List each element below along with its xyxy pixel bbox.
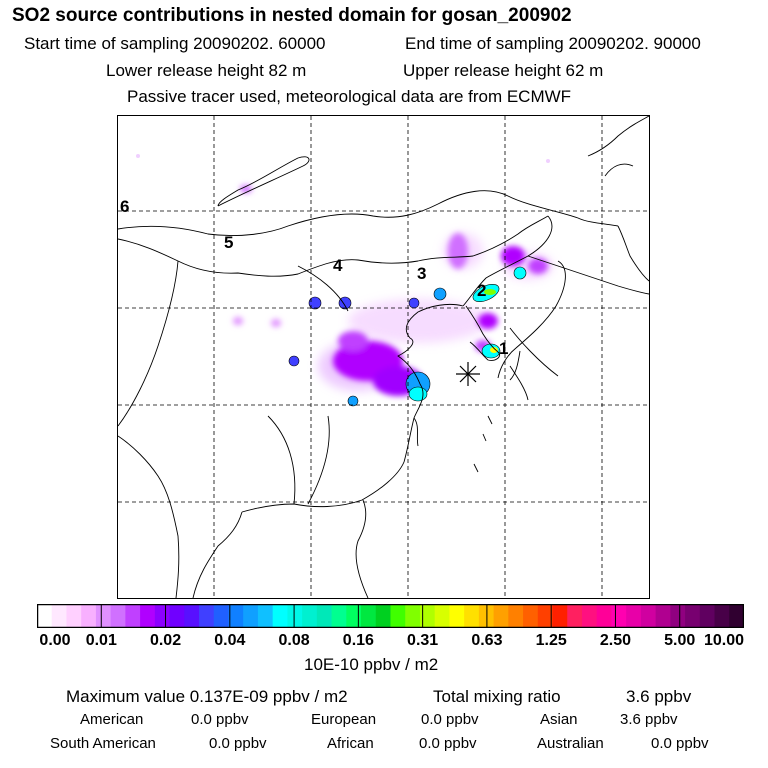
colorbar-tick-label: 0.01 <box>85 632 117 649</box>
colorbar-tick-label: 0.04 <box>214 632 246 649</box>
colorbar-swatch <box>611 604 627 628</box>
colorbar-swatch <box>184 604 200 628</box>
colorbar-swatch <box>95 604 112 628</box>
region-value-american: 0.0 ppbv <box>191 711 249 728</box>
colorbar-swatch <box>685 604 701 628</box>
total-mixing-value: 3.6 ppbv <box>626 687 692 706</box>
colorbar-swatch <box>331 604 347 628</box>
colorbar-swatch <box>596 604 612 628</box>
colorbar-tick-label: 2.50 <box>599 632 632 649</box>
colorbar-swatch <box>537 604 554 628</box>
colorbar-swatch <box>523 604 539 628</box>
colorbar-swatch <box>714 604 730 628</box>
colorbar-swatch <box>581 604 598 628</box>
lat-lon-grid <box>118 116 649 598</box>
tracer-note: Passive tracer used, meteorological data… <box>127 87 572 106</box>
colorbar-swatch <box>37 604 53 628</box>
colorbar-tick-label: 0.63 <box>471 632 503 649</box>
colorbar-border <box>37 604 744 628</box>
region-label-4: 4 <box>333 256 343 275</box>
colorbar-tick-label: 1.25 <box>535 632 567 649</box>
colorbar-swatch <box>243 604 259 628</box>
map-svg: 1 2 3 4 5 6 <box>118 116 649 598</box>
region-name-african: African <box>327 735 374 752</box>
colorbar-swatch <box>361 604 377 628</box>
colorbar-swatch <box>493 604 509 628</box>
colorbar-swatch <box>552 604 568 628</box>
region-name-european: European <box>311 711 377 728</box>
colorbar-tick-label: 0.08 <box>278 632 310 649</box>
region-value-asian: 3.6 ppbv <box>620 711 678 728</box>
colorbar-swatch <box>213 604 229 628</box>
colorbar-tick-label: 10.00 <box>703 632 745 649</box>
colorbar-swatch <box>169 604 185 628</box>
lower-release-label: Lower release height 82 m <box>106 61 307 80</box>
colorbar-swatch <box>640 604 657 628</box>
colorbar-swatch <box>729 604 744 628</box>
region-label-5: 5 <box>224 233 233 252</box>
region-value-african: 0.0 ppbv <box>419 735 477 752</box>
max-value-label: Maximum value 0.137E-09 ppbv / m2 <box>66 687 348 706</box>
colorbar-swatch <box>316 604 333 628</box>
colorbar-swatch <box>626 604 642 628</box>
colorbar-swatch <box>125 604 141 628</box>
region-value-european: 0.0 ppbv <box>421 711 479 728</box>
colorbar-tick-label: 0.16 <box>342 632 374 649</box>
region-label-2: 2 <box>477 281 486 300</box>
colorbar-tick-label: 0.31 <box>407 632 439 649</box>
concentration-plume <box>136 154 553 407</box>
colorbar-swatch <box>375 604 391 628</box>
start-time-label: Start time of sampling 20090202. 60000 <box>24 34 326 53</box>
colorbar-swatch <box>140 604 156 628</box>
colorbar-tick-label: 0.00 <box>39 632 71 649</box>
colorbar-swatch <box>287 604 303 628</box>
colorbar-swatch <box>390 604 406 628</box>
upper-release-label: Upper release height 62 m <box>403 61 604 80</box>
colorbar-swatch <box>110 604 126 628</box>
colorbar-tick-label: 5.00 <box>664 632 696 649</box>
colorbar-swatch <box>508 604 524 628</box>
region-label-6: 6 <box>120 197 129 216</box>
total-mixing-label: Total mixing ratio <box>433 687 561 706</box>
colorbar-swatch <box>405 604 421 628</box>
colorbar-swatch <box>670 604 686 628</box>
region-label-1: 1 <box>499 339 508 358</box>
colorbar-swatch <box>228 604 244 628</box>
colorbar-tick-label: 0.02 <box>149 632 182 649</box>
colorbar-swatch <box>51 604 67 628</box>
colorbar-swatch <box>81 604 97 628</box>
colorbar-swatch <box>655 604 671 628</box>
colorbar-swatch <box>257 604 274 628</box>
region-value-australian: 0.0 ppbv <box>651 735 709 752</box>
colorbar-swatch <box>346 604 362 628</box>
region-name-american: American <box>80 711 144 728</box>
colorbar-swatch <box>302 604 318 628</box>
colorbar-swatch <box>199 604 215 628</box>
end-time-label: End time of sampling 20090202. 90000 <box>405 34 701 53</box>
plot-title: SO2 source contributions in nested domai… <box>12 5 572 26</box>
colorbar <box>37 604 744 628</box>
colorbar-swatch <box>464 604 480 628</box>
colorbar-swatch <box>154 604 171 628</box>
coastlines <box>118 116 649 598</box>
colorbar-swatch <box>449 604 465 628</box>
colorbar-unit-label: 10E-10 ppbv / m2 <box>304 655 439 674</box>
region-label-3: 3 <box>417 264 426 283</box>
colorbar-swatch <box>66 604 82 628</box>
colorbar-swatch <box>699 604 716 628</box>
region-name-australian: Australian <box>537 735 604 752</box>
region-name-south-american: South American <box>50 735 156 752</box>
colorbar-swatch <box>434 604 450 628</box>
colorbar-swatch <box>419 604 436 628</box>
map-panel: 1 2 3 4 5 6 <box>117 115 650 599</box>
region-value-south-american: 0.0 ppbv <box>209 735 267 752</box>
region-name-asian: Asian <box>540 711 578 728</box>
colorbar-swatch <box>272 604 288 628</box>
colorbar-swatch <box>567 604 583 628</box>
receptor-marker <box>456 362 480 386</box>
